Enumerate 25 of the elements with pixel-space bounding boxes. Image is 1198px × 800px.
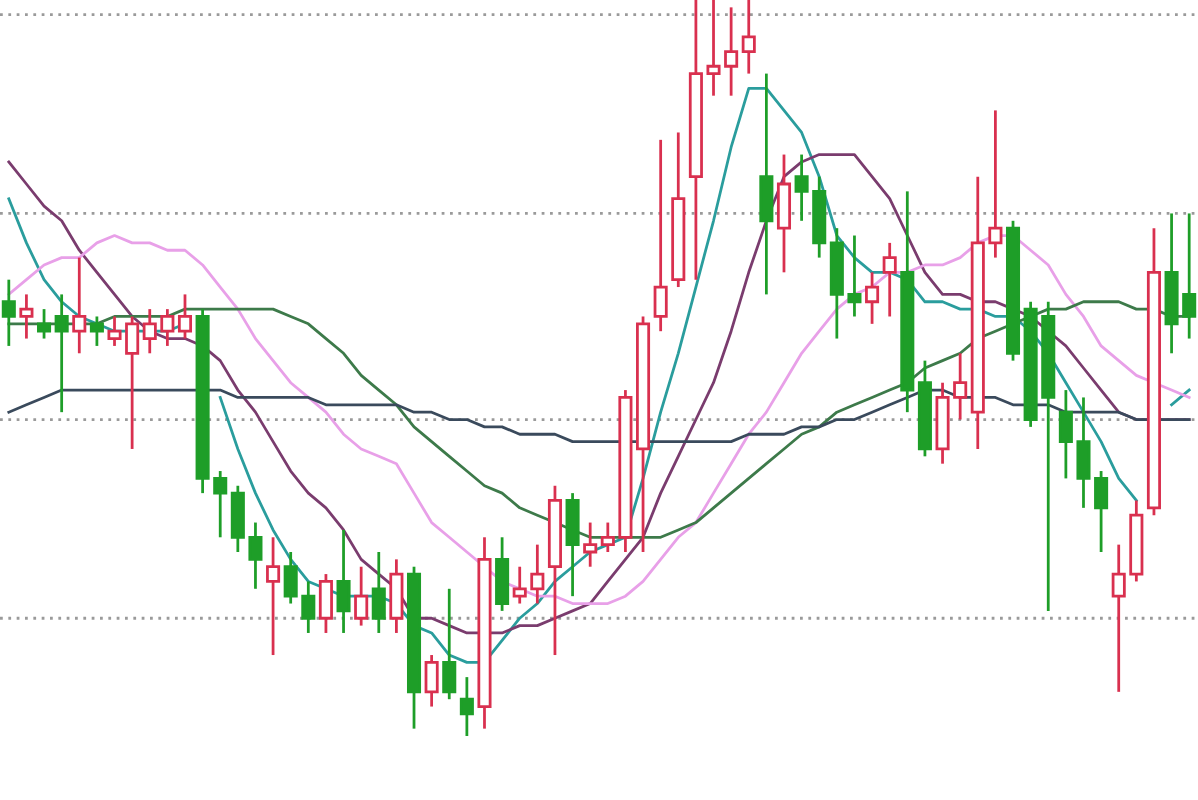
- candlestick: [583, 521, 598, 569]
- candlestick: [72, 256, 87, 355]
- candlestick: [741, 0, 756, 75]
- candlestick: [759, 72, 774, 296]
- candlestick: [177, 293, 193, 340]
- candlestick: [1, 278, 16, 348]
- candlestick: [266, 535, 281, 657]
- candlestick: [37, 307, 52, 340]
- candlestick: [318, 572, 333, 635]
- candlestick: [336, 528, 351, 635]
- candlestick: [776, 153, 792, 274]
- candlestick: [459, 675, 474, 736]
- candlestick: [882, 241, 897, 318]
- candlestick: [653, 138, 668, 333]
- candlestick: [565, 491, 580, 598]
- candlestick: [442, 587, 457, 701]
- candlestick: [354, 565, 369, 627]
- candlestick: [424, 653, 439, 708]
- candlestick: [495, 535, 510, 613]
- candlestick: [371, 550, 386, 635]
- candlestick: [89, 315, 104, 348]
- candlestick: [19, 293, 34, 340]
- candlestick: [865, 270, 880, 326]
- candlestick: [389, 557, 404, 635]
- candlestick: [54, 293, 69, 414]
